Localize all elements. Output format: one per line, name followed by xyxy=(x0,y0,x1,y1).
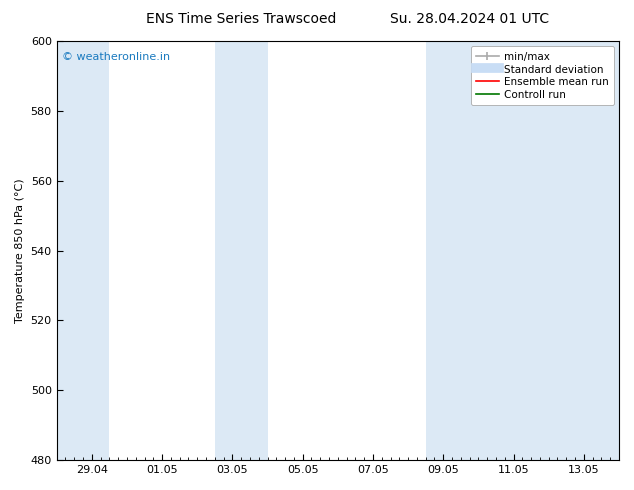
Text: © weatheronline.in: © weatheronline.in xyxy=(62,51,171,62)
Bar xyxy=(425,41,619,460)
Bar xyxy=(56,41,110,460)
Text: ENS Time Series Trawscoed: ENS Time Series Trawscoed xyxy=(146,12,336,26)
Text: Su. 28.04.2024 01 UTC: Su. 28.04.2024 01 UTC xyxy=(390,12,548,26)
Legend: min/max, Standard deviation, Ensemble mean run, Controll run: min/max, Standard deviation, Ensemble me… xyxy=(470,46,614,105)
Y-axis label: Temperature 850 hPa (°C): Temperature 850 hPa (°C) xyxy=(15,178,25,323)
Bar xyxy=(215,41,268,460)
